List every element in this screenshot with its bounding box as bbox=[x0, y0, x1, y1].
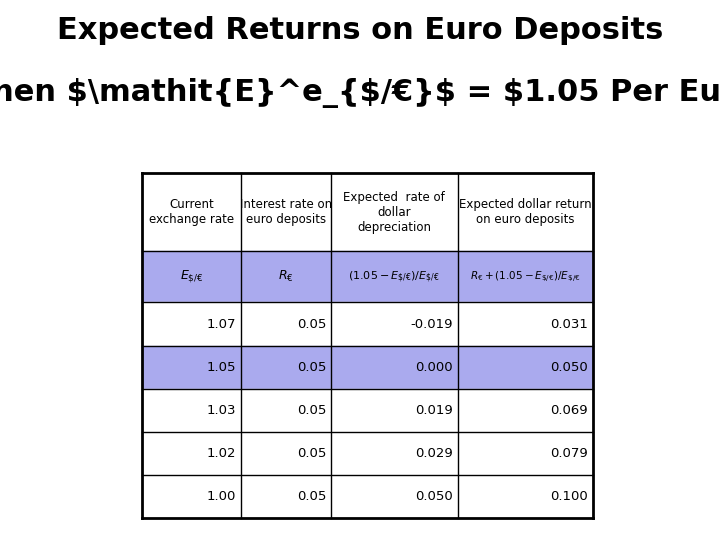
Text: 1.02: 1.02 bbox=[207, 447, 236, 460]
Text: Expected dollar return
on euro deposits: Expected dollar return on euro deposits bbox=[459, 198, 592, 226]
Text: 0.000: 0.000 bbox=[415, 361, 453, 374]
Text: 0.050: 0.050 bbox=[550, 361, 588, 374]
Bar bbox=[142, 432, 593, 475]
Text: 0.100: 0.100 bbox=[550, 490, 588, 503]
Text: $E_{\$/€}$: $E_{\$/€}$ bbox=[179, 268, 203, 285]
Text: $R_{€}$: $R_{€}$ bbox=[278, 269, 294, 285]
Bar bbox=[142, 389, 593, 432]
Text: 0.050: 0.050 bbox=[415, 490, 453, 503]
Text: 1.00: 1.00 bbox=[207, 490, 236, 503]
Text: 0.029: 0.029 bbox=[415, 447, 453, 460]
Text: 1.07: 1.07 bbox=[207, 318, 236, 330]
Text: 1.05: 1.05 bbox=[207, 361, 236, 374]
Text: $(1.05 - E_{\$/€})/E_{\$/€}$: $(1.05 - E_{\$/€})/E_{\$/€}$ bbox=[348, 269, 440, 285]
Bar bbox=[142, 251, 593, 302]
Text: 0.031: 0.031 bbox=[550, 318, 588, 330]
Text: $R_{€} + (1.05 - E_{\$/€})/E_{\$/€}$: $R_{€} + (1.05 - E_{\$/€})/E_{\$/€}$ bbox=[470, 269, 580, 284]
Bar bbox=[142, 302, 593, 346]
Text: 0.069: 0.069 bbox=[550, 404, 588, 417]
Text: 0.05: 0.05 bbox=[297, 447, 326, 460]
Text: Expected  rate of
dollar
depreciation: Expected rate of dollar depreciation bbox=[343, 191, 445, 234]
Text: 0.079: 0.079 bbox=[550, 447, 588, 460]
Bar bbox=[142, 475, 593, 518]
Text: Expected Returns on Euro Deposits: Expected Returns on Euro Deposits bbox=[57, 16, 663, 45]
Text: when $\mathit{E}^e_{\$/€}$ = $1.05 Per Euro: when $\mathit{E}^e_{\$/€}$ = $1.05 Per E… bbox=[0, 78, 720, 109]
Text: 1.03: 1.03 bbox=[207, 404, 236, 417]
Text: 0.05: 0.05 bbox=[297, 404, 326, 417]
Text: 0.05: 0.05 bbox=[297, 318, 326, 330]
Text: -0.019: -0.019 bbox=[410, 318, 453, 330]
Text: Interest rate on
euro deposits: Interest rate on euro deposits bbox=[240, 198, 332, 226]
Text: 0.05: 0.05 bbox=[297, 361, 326, 374]
Bar bbox=[142, 346, 593, 389]
Text: Current
exchange rate: Current exchange rate bbox=[149, 198, 234, 226]
Text: 0.019: 0.019 bbox=[415, 404, 453, 417]
Text: 0.05: 0.05 bbox=[297, 490, 326, 503]
